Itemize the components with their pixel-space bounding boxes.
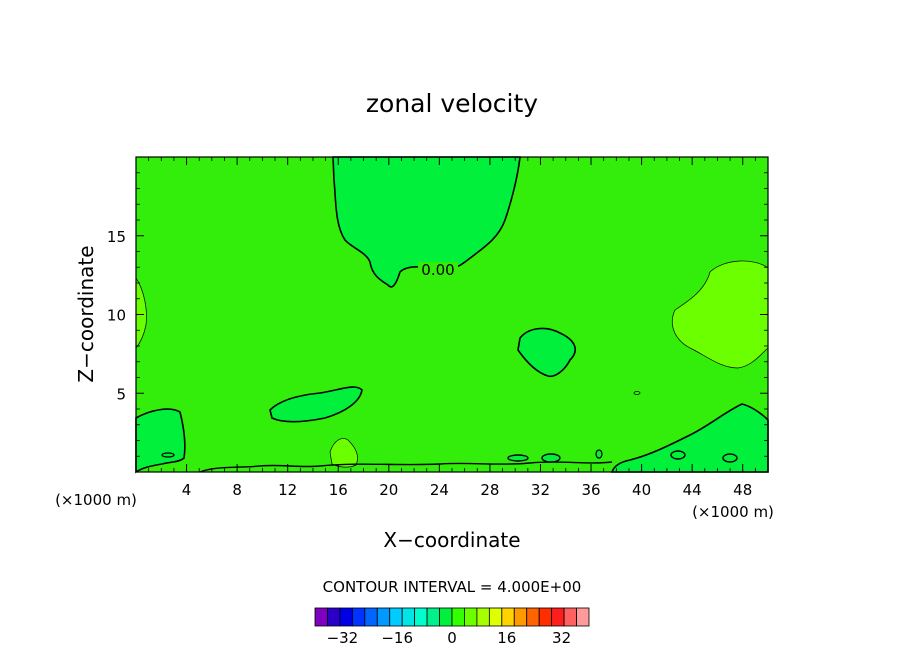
- x-tick-label: 44: [683, 481, 702, 499]
- y-tick-label: 10: [107, 307, 126, 325]
- colorbar-swatch: [339, 607, 353, 627]
- region-positive-right: [671, 260, 769, 369]
- colorbar-tick-label: 16: [497, 629, 516, 647]
- colorbar-swatch: [376, 607, 391, 627]
- contour-regions: [135, 156, 769, 474]
- colorbar-tick-label: −16: [381, 629, 413, 647]
- colorbar-swatch: [414, 607, 428, 627]
- x-axis: 4 8 12 16 20 24 28 32 36 40 44 48: [148, 157, 756, 499]
- x-tick-label: 48: [733, 481, 752, 499]
- colorbar-swatch: [426, 607, 440, 627]
- colorbar-swatch: [351, 607, 366, 627]
- region-small-3: [670, 450, 686, 460]
- colorbar-swatch: [364, 607, 378, 627]
- region-negative-mid-right: [517, 327, 576, 378]
- x-scale-left: (×1000 m): [55, 491, 137, 509]
- x-tick-label: 8: [232, 481, 242, 499]
- colorbar-swatch: [551, 607, 565, 627]
- colorbar-swatch: [439, 607, 453, 627]
- y-tick-label: 5: [116, 385, 126, 403]
- colorbar-swatch: [501, 607, 515, 627]
- colorbar-swatch: [538, 607, 553, 627]
- y-axis: 5 10 15: [107, 172, 768, 457]
- colorbar-swatch: [513, 607, 528, 627]
- region-small-1: [541, 453, 561, 463]
- region-positive-bottom: [329, 438, 358, 468]
- colorbar-swatch: [314, 607, 328, 627]
- colorbar-swatch: [401, 607, 416, 627]
- region-small-5: [161, 452, 175, 458]
- contour-interval-caption: CONTOUR INTERVAL = 4.000E+00: [323, 578, 582, 596]
- x-tick-label: 36: [581, 481, 600, 499]
- colorbar-tick-label: 0: [447, 629, 457, 647]
- colorbar-swatch: [327, 607, 341, 627]
- colorbar-labels: −32 −16 0 16 32: [327, 629, 572, 647]
- colorbar-swatch: [451, 607, 465, 627]
- y-axis-label: Z−coordinate: [74, 245, 98, 382]
- x-tick-label: 40: [632, 481, 651, 499]
- colorbar-swatch: [563, 607, 577, 627]
- colorbar-swatch: [476, 607, 490, 627]
- region-negative-lower-left: [269, 386, 363, 423]
- region-negative-upper: [332, 156, 521, 288]
- colorbar-swatch: [526, 607, 540, 627]
- y-tick-label: 15: [107, 228, 126, 246]
- x-tick-label: 32: [531, 481, 550, 499]
- colorbar-tick-label: 32: [552, 629, 571, 647]
- x-tick-label: 24: [430, 481, 449, 499]
- region-small-4: [722, 453, 738, 463]
- colorbar-swatch: [488, 607, 503, 627]
- x-tick-label: 12: [278, 481, 297, 499]
- region-small-6: [595, 449, 603, 459]
- colorbar-swatch: [389, 607, 403, 627]
- colorbar-swatch: [576, 607, 590, 627]
- contour-label-bg: [418, 262, 458, 276]
- chart-title: zonal velocity: [366, 89, 538, 118]
- colorbar-swatch: [464, 607, 478, 627]
- x-scale-right: (×1000 m): [692, 503, 774, 521]
- x-tick-label: 16: [329, 481, 348, 499]
- x-tick-label: 20: [379, 481, 398, 499]
- x-tick-label: 28: [480, 481, 499, 499]
- colorbar: [314, 607, 590, 627]
- colorbar-tick-label: −32: [327, 629, 359, 647]
- x-tick-label: 4: [182, 481, 192, 499]
- region-small-2: [507, 454, 529, 462]
- region-small-7: [633, 391, 641, 395]
- x-axis-label: X−coordinate: [383, 528, 520, 552]
- contour-label: 0.00: [421, 261, 454, 279]
- bottom-contour-line: [199, 461, 613, 473]
